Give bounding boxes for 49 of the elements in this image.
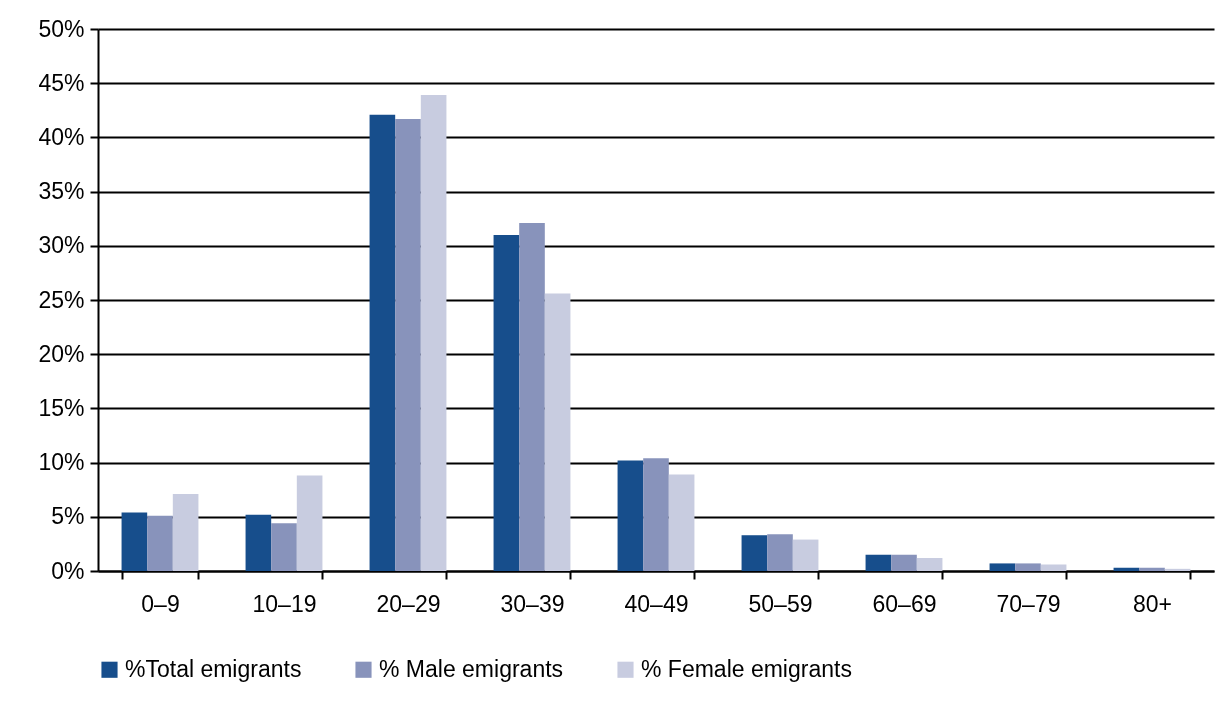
x-tick-label: 40–49 — [624, 590, 689, 617]
x-tick-label: 60–69 — [872, 590, 937, 617]
y-tick-label: 40% — [38, 123, 85, 150]
x-tick-label: 70–79 — [996, 590, 1061, 617]
y-tick-label: 0% — [51, 557, 85, 584]
bar — [1139, 567, 1165, 571]
y-tick-label: 15% — [38, 394, 85, 421]
bar — [395, 118, 421, 571]
bar — [1113, 567, 1140, 571]
legend-label: % Female emigrants — [641, 655, 852, 682]
bar — [245, 514, 272, 571]
bar — [767, 534, 793, 571]
bar — [271, 523, 297, 571]
bar — [643, 458, 669, 571]
bar — [369, 114, 396, 571]
y-tick-label: 35% — [38, 178, 85, 205]
legend-label: %Total emigrants — [125, 655, 302, 682]
bar — [668, 474, 695, 571]
bar — [1015, 563, 1041, 571]
x-tick-label: 30–39 — [500, 590, 565, 617]
bar — [989, 563, 1016, 571]
bar — [544, 293, 571, 571]
y-tick-label: 50% — [38, 15, 85, 42]
bar — [493, 234, 520, 571]
x-tick-label: 50–59 — [748, 590, 813, 617]
bar — [519, 223, 545, 571]
x-tick-label: 0–9 — [141, 590, 180, 617]
y-tick-label: 45% — [38, 69, 85, 96]
bar — [741, 535, 768, 571]
x-tick-label: 20–29 — [376, 590, 441, 617]
bar — [172, 494, 199, 571]
y-tick-label: 30% — [38, 232, 85, 259]
bar — [1040, 564, 1067, 571]
bar — [147, 515, 173, 571]
x-tick-label: 10–19 — [252, 590, 317, 617]
y-tick-label: 5% — [51, 503, 85, 530]
bar — [420, 95, 447, 571]
bar — [617, 460, 644, 571]
bar — [865, 554, 892, 571]
y-tick-label: 10% — [38, 449, 85, 476]
bar — [916, 557, 943, 571]
bar — [792, 539, 819, 571]
bar — [296, 475, 323, 571]
y-tick-label: 25% — [38, 286, 85, 313]
x-tick-label: 80+ — [1132, 590, 1173, 617]
bar — [121, 512, 148, 571]
legend-label: % Male emigrants — [379, 655, 564, 682]
bar — [891, 554, 917, 571]
y-tick-label: 20% — [38, 340, 85, 367]
